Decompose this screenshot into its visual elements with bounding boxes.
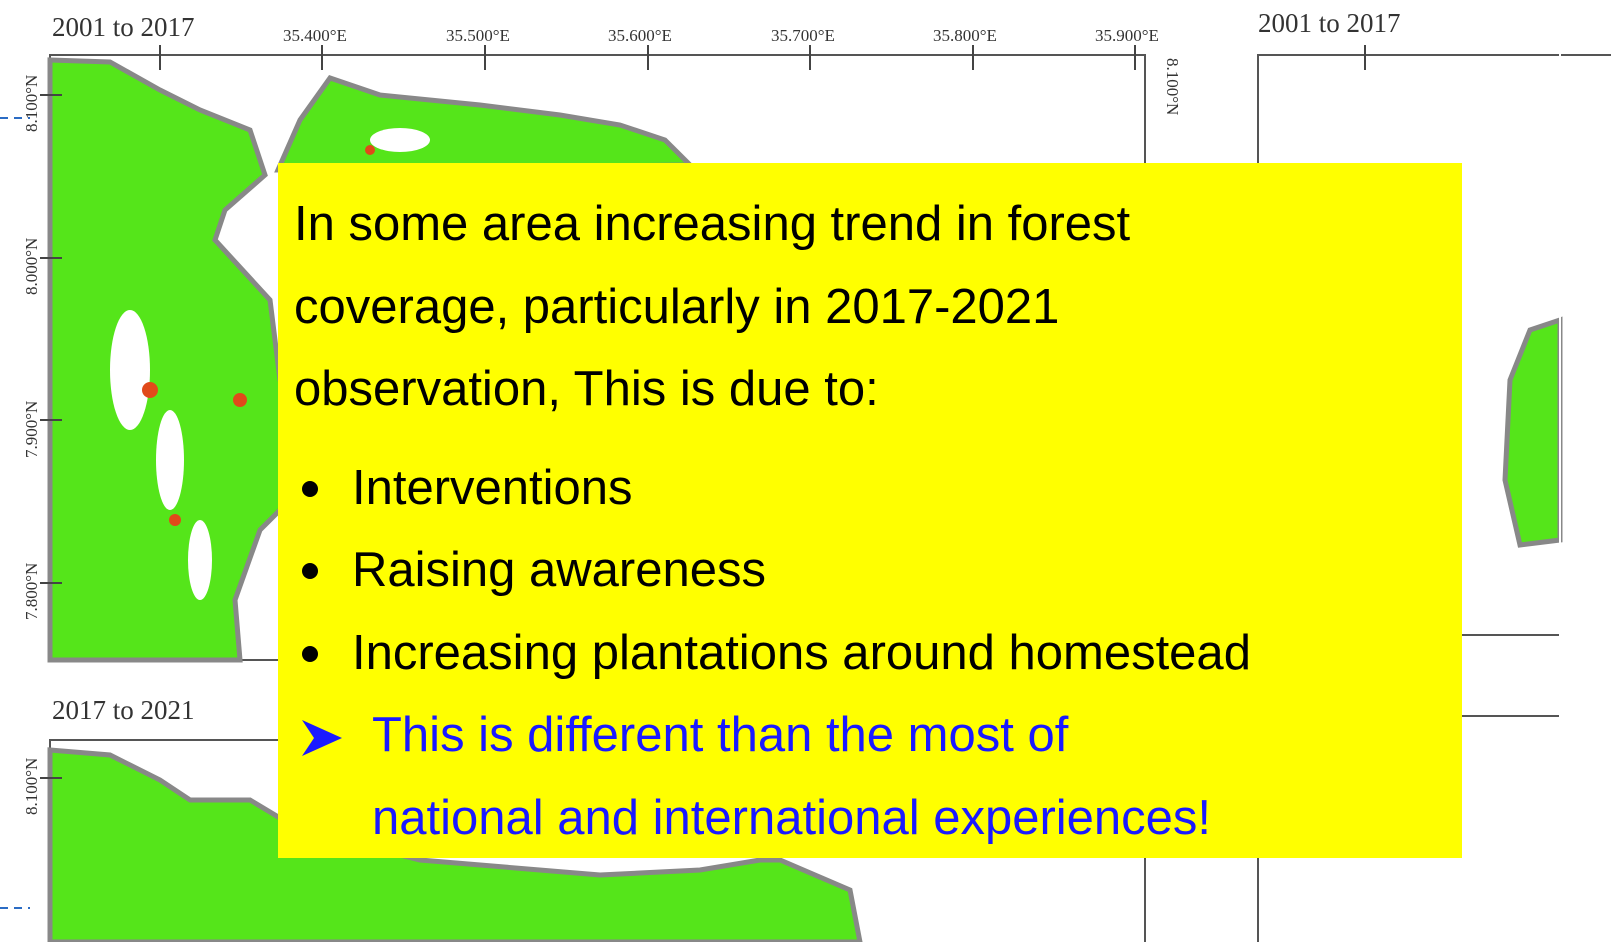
intro-line: observation, This is due to: [294, 348, 1462, 431]
latitude-label: 7.800°N [22, 563, 42, 620]
longitude-label: 35.800°E [933, 26, 997, 46]
conclusion-line: This is different than the most of [294, 694, 1462, 777]
map-period: 2001 to 2017 [52, 12, 195, 43]
intro-line: coverage, particularly in 2017-2021 [294, 266, 1462, 349]
bullet-item: Raising awareness [294, 529, 1462, 612]
bullet-item: Increasing plantations around homestead [294, 612, 1462, 695]
conclusion: This is different than the most of natio… [294, 694, 1462, 859]
longitude-label: 35.600°E [608, 26, 672, 46]
map-period: 2001 to 2017 [1258, 8, 1401, 39]
latitude-label: 8.000°N [22, 238, 42, 295]
forest-area [50, 60, 300, 660]
longitude-label: 35.700°E [771, 26, 835, 46]
conclusion-line: national and international experiences! [294, 777, 1462, 860]
forest-area [278, 78, 690, 170]
longitude-label: 35.500°E [446, 26, 510, 46]
latitude-label: 8.100°N [1162, 58, 1182, 115]
bullet-item: Interventions [294, 447, 1462, 530]
longitude-label: 35.400°E [283, 26, 347, 46]
latitude-label: 7.900°N [22, 401, 42, 458]
slide: {"maps": [ {"period": "2001 to 2017", "l… [0, 0, 1611, 942]
latitude-label: 8.100°N [22, 75, 42, 132]
callout-box: In some area increasing trend in forest … [278, 163, 1462, 858]
intro-line: In some area increasing trend in forest [294, 183, 1462, 266]
forest-area [1505, 320, 1560, 545]
longitude-label: 35.900°E [1095, 26, 1159, 46]
latitude-label: 8.100°N [22, 758, 42, 815]
map-period: 2017 to 2021 [52, 695, 195, 726]
